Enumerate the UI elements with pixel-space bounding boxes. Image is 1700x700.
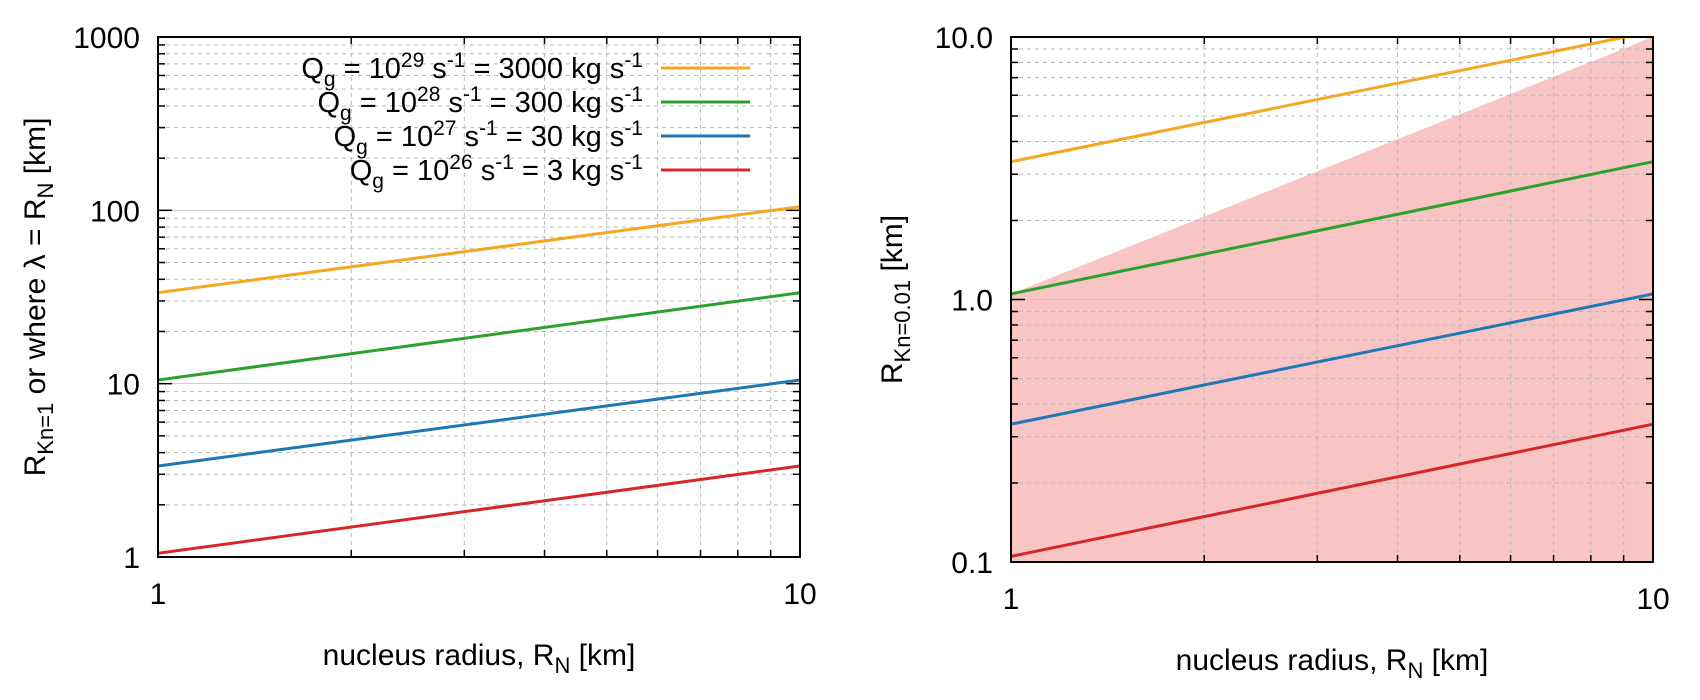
x-axis-label-main: nucleus radius, R xyxy=(1176,644,1408,677)
legend-label-3: Qg = 1026 s-1 = 3 kg s-1 xyxy=(350,151,643,193)
legend-q-sub: g xyxy=(372,170,384,193)
legend-mid: s xyxy=(440,87,463,119)
legend-q: Q xyxy=(301,53,324,85)
legend-exp3: -1 xyxy=(624,117,643,140)
legend-q: Q xyxy=(334,121,357,153)
legend-exp2: -1 xyxy=(447,49,466,72)
y-axis-label-main: R xyxy=(876,362,909,384)
legend-post: = 3000 kg s xyxy=(466,53,625,85)
legend-post: = 3 kg s xyxy=(514,155,624,187)
series-line-3 xyxy=(1011,422,1653,558)
y-axis-label-main: R xyxy=(19,455,52,477)
y-axis-label-suffix: [km] xyxy=(19,118,52,183)
legend-exp3: -1 xyxy=(624,151,643,174)
x-axis-label-sub: N xyxy=(554,653,570,678)
legend-pre: = 10 xyxy=(368,121,433,153)
legend-exp3: -1 xyxy=(624,49,643,72)
x-tick-label: 1 xyxy=(1003,583,1020,616)
legend-post: = 30 kg s xyxy=(498,121,625,153)
legend-exp2: -1 xyxy=(495,151,514,174)
legend: Qg = 1029 s-1 = 3000 kg s-1Qg = 1028 s-1… xyxy=(301,49,750,193)
y-axis-label-suffix: [km] xyxy=(876,215,909,280)
x-axis-label-suffix: [km] xyxy=(1423,644,1488,677)
x-axis-label-suffix: [km] xyxy=(570,639,635,672)
legend-exp: 26 xyxy=(449,151,472,174)
series-line-2 xyxy=(1011,292,1653,426)
x-tick-label: 10 xyxy=(783,578,816,611)
legend-exp: 28 xyxy=(417,83,440,106)
x-axis-label-sub: N xyxy=(1407,658,1423,683)
legend-pre: = 10 xyxy=(352,87,417,119)
y-axis-label-middle: or where λ = R xyxy=(19,198,52,402)
y-tick-label: 1.0 xyxy=(951,285,993,318)
legend-pre: = 10 xyxy=(336,53,401,85)
legend-pre: = 10 xyxy=(384,155,449,187)
y-tick-label: 1 xyxy=(123,542,140,575)
series-line-2 xyxy=(158,378,800,468)
legend-label-2: Qg = 1027 s-1 = 30 kg s-1 xyxy=(334,117,643,159)
series-line-0 xyxy=(158,205,800,295)
legend-label-0: Qg = 1029 s-1 = 3000 kg s-1 xyxy=(301,49,643,91)
y-tick-label: 1000 xyxy=(73,22,140,55)
y-axis-label: RKn=0.01 [km] xyxy=(876,215,915,384)
legend-mid: s xyxy=(457,121,480,153)
legend-q-sub: g xyxy=(340,102,352,125)
legend-post: = 300 kg s xyxy=(482,87,625,119)
x-axis-label-main: nucleus radius, R xyxy=(323,639,555,672)
x-axis-label: nucleus radius, RN [km] xyxy=(1176,644,1489,683)
y-tick-label: 0.1 xyxy=(951,547,993,580)
y-axis-label-sub: Kn=1 xyxy=(33,403,58,455)
y-axis-label-sub: Kn=0.01 xyxy=(890,280,915,363)
legend-exp2: -1 xyxy=(479,117,498,140)
plot-frame xyxy=(157,36,801,558)
x-tick-label: 1 xyxy=(150,578,167,611)
plot-frame xyxy=(1010,36,1654,563)
y-axis-label: RKn=1 or where λ = RN [km] xyxy=(19,118,58,477)
y-tick-label: 10.0 xyxy=(935,22,993,55)
y-tick-label: 100 xyxy=(90,195,140,228)
series-line-0 xyxy=(1011,37,1633,164)
legend-mid: s xyxy=(424,53,447,85)
x-axis-label: nucleus radius, RN [km] xyxy=(323,639,636,678)
y-axis-label-sub2: N xyxy=(33,183,58,199)
legend-exp: 27 xyxy=(433,117,456,140)
y-tick-label: 10 xyxy=(107,369,140,402)
legend-q: Q xyxy=(350,155,373,187)
x-tick-label: 10 xyxy=(1636,583,1669,616)
series-line-1 xyxy=(1011,160,1653,296)
legend-label-1: Qg = 1028 s-1 = 300 kg s-1 xyxy=(317,83,643,125)
legend-q: Q xyxy=(317,87,340,119)
legend-exp: 29 xyxy=(401,49,424,72)
grid xyxy=(1011,37,1653,562)
legend-mid: s xyxy=(473,155,496,187)
series-line-3 xyxy=(158,464,800,555)
legend-exp3: -1 xyxy=(624,83,643,106)
legend-exp2: -1 xyxy=(463,83,482,106)
series-line-1 xyxy=(158,291,800,382)
legend-q-sub: g xyxy=(356,136,368,159)
legend-q-sub: g xyxy=(324,68,336,91)
